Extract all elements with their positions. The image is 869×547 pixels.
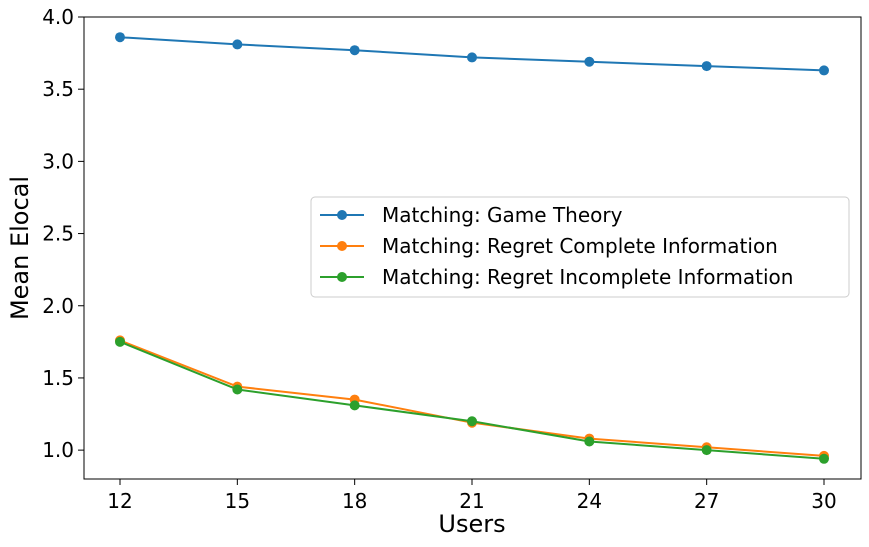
y-tick-label: 4.0 xyxy=(42,5,74,29)
data-point-series-1 xyxy=(349,45,360,56)
y-tick-label: 1.5 xyxy=(42,366,74,390)
x-axis-ticks: 12 15 18 21 24 27 30 xyxy=(107,479,837,513)
legend: Matching: Game Theory Matching: Regret Co… xyxy=(310,196,850,298)
x-tick-label: 18 xyxy=(342,489,367,513)
legend-marker-3 xyxy=(337,272,347,282)
data-point-series-3 xyxy=(701,445,712,456)
x-tick-label: 15 xyxy=(225,489,250,513)
y-tick-label: 2.0 xyxy=(42,294,74,318)
data-point-series-3 xyxy=(349,400,360,411)
data-point-series-1 xyxy=(232,39,243,50)
x-tick-label: 30 xyxy=(811,489,836,513)
x-tick-label: 27 xyxy=(694,489,719,513)
y-tick-label: 1.0 xyxy=(42,438,74,462)
x-tick-label: 12 xyxy=(107,489,132,513)
data-point-series-3 xyxy=(584,436,595,447)
data-point-series-3 xyxy=(115,336,125,347)
legend-marker-1 xyxy=(337,210,347,220)
legend-label-2: Matching: Regret Complete Information xyxy=(382,234,778,258)
legend-frame xyxy=(310,196,850,298)
data-point-series-1 xyxy=(584,56,595,67)
y-tick-label: 3.5 xyxy=(42,77,74,101)
data-point-series-1 xyxy=(467,52,477,63)
y-axis-label: Mean Elocal xyxy=(6,176,34,320)
x-tick-label: 21 xyxy=(459,489,484,513)
data-point-series-1 xyxy=(701,61,712,72)
legend-label-3: Matching: Regret Incomplete Information xyxy=(382,265,793,289)
x-tick-label: 24 xyxy=(577,489,602,513)
legend-label-1: Matching: Game Theory xyxy=(382,203,623,227)
data-point-series-3 xyxy=(819,453,829,464)
data-point-series-3 xyxy=(232,384,243,395)
data-point-series-3 xyxy=(467,416,477,427)
legend-marker-2 xyxy=(337,241,347,251)
series-line-2 xyxy=(119,339,825,457)
y-tick-label: 2.5 xyxy=(42,222,74,246)
y-tick-label: 3.0 xyxy=(42,149,74,173)
data-point-series-1 xyxy=(819,65,829,76)
data-point-series-1 xyxy=(115,32,125,43)
x-axis-label: Users xyxy=(438,510,505,538)
y-axis-ticks: 1.0 1.5 2.0 2.5 3.0 3.5 4.0 xyxy=(42,5,84,462)
series-line-3 xyxy=(119,340,825,460)
series-layer xyxy=(115,32,829,464)
